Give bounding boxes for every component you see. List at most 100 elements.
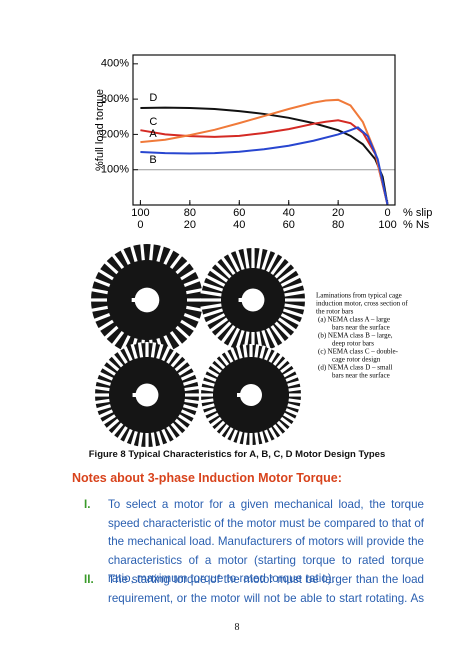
- x-tick-slip-label: 40: [283, 207, 295, 219]
- rotor-slot: [180, 268, 197, 281]
- rotor-slot: [277, 267, 297, 283]
- rotor-slot: [200, 393, 213, 397]
- rotor-slot: [200, 298, 221, 302]
- rotor-slot: [156, 431, 164, 447]
- series-label: D: [149, 92, 157, 104]
- note-item: I. To select a motor for a given mechani…: [84, 496, 424, 589]
- note-item: II. The starting torque of the motor mus…: [84, 571, 424, 608]
- rotor-slot: [289, 393, 302, 397]
- rotor-slot: [163, 248, 174, 265]
- note-marker: II.: [84, 573, 94, 586]
- y-tick-label: 100%: [101, 164, 129, 176]
- rotor-slot: [206, 412, 219, 422]
- rotor-slot: [288, 386, 302, 392]
- plot-frame: [132, 54, 396, 206]
- rotor-slot: [205, 313, 226, 326]
- rotor-slot: [259, 431, 266, 445]
- rotor-slot: [174, 418, 189, 431]
- rotor-slot: [272, 424, 284, 437]
- rotor-slot: [224, 427, 234, 440]
- laminations-item: bars near the surface: [332, 324, 390, 332]
- laminations-item: (d) NEMA class D – small: [318, 364, 393, 372]
- bore: [240, 384, 262, 406]
- rotor-slot: [285, 408, 299, 416]
- rotor-slot: [93, 312, 111, 323]
- rotor-slot: [287, 380, 301, 387]
- rotor-slot: [123, 428, 133, 444]
- rotor-slot: [203, 408, 217, 416]
- rotor-slot: [209, 317, 229, 333]
- rotor-slot: [201, 380, 215, 387]
- series-label: C: [149, 116, 157, 128]
- x-tick-label: 20: [184, 219, 196, 231]
- rotor-slot: [149, 243, 154, 261]
- rotor-slot: [235, 249, 245, 271]
- rotor-slot: [145, 433, 149, 448]
- rotor-slot: [183, 277, 201, 288]
- y-tick-label: 200%: [101, 128, 129, 140]
- rotor-slot: [123, 346, 133, 362]
- rotor-slot: [283, 368, 296, 378]
- rotor-slot: [175, 325, 191, 340]
- rotor-slot: [201, 403, 215, 410]
- rotor-slot: [166, 426, 177, 441]
- rotor-slot: [218, 424, 230, 437]
- rotor-slot: [218, 353, 230, 366]
- rotor-slot: [137, 432, 144, 448]
- rotor-slot: [200, 290, 222, 297]
- rotor-slot: [145, 342, 149, 357]
- rotor-slot: [200, 398, 214, 404]
- rotor-slot: [169, 330, 183, 347]
- rotor-slot: [94, 398, 110, 405]
- note-marker: I.: [84, 498, 91, 511]
- rotor-slot: [103, 260, 119, 275]
- x-tick-slip-label: 100: [131, 207, 149, 219]
- keyway: [131, 298, 137, 302]
- rotor-slot: [242, 344, 248, 358]
- rotor-slot: [183, 312, 201, 323]
- rotor-slot: [105, 418, 120, 431]
- rotor-slot: [140, 243, 145, 261]
- rotor-slot: [282, 282, 304, 292]
- keyway: [238, 298, 244, 302]
- rotor-slot: [166, 349, 177, 364]
- rotor-slot: [184, 385, 200, 392]
- rotor-slot: [178, 365, 193, 376]
- rotor-slot: [264, 429, 272, 443]
- x-tick-slip-label: 20: [332, 207, 344, 219]
- rotor-slot: [264, 347, 272, 361]
- rotor-slot: [175, 260, 191, 275]
- laminations-caption: induction motor, cross section of: [316, 300, 408, 308]
- rotor-slot: [214, 321, 232, 339]
- series-line: [140, 126, 389, 206]
- x-tick-slip-label: 0: [385, 207, 391, 219]
- rotor-slot: [205, 274, 226, 287]
- rotor-slot: [266, 252, 279, 273]
- rotor-slot: [285, 298, 306, 302]
- rotor-slot: [95, 378, 111, 386]
- rotor-slot: [111, 353, 124, 368]
- x-tick-label: 60: [283, 219, 295, 231]
- rotor-slot: [242, 432, 248, 446]
- rotor-slot: [187, 298, 204, 302]
- rotor-slot: [150, 342, 157, 358]
- note-text: The starting torque of the motor must be…: [108, 573, 424, 605]
- rotor-slot: [161, 346, 171, 362]
- rotor-slot: [266, 327, 279, 348]
- x-tick-label: 100: [378, 219, 396, 231]
- rotor-slot: [156, 244, 165, 262]
- rotor-slot: [259, 345, 266, 359]
- rotor-slot: [270, 256, 286, 276]
- bore: [135, 383, 159, 407]
- rotor-slot: [174, 359, 189, 372]
- rotor-slot: [130, 431, 138, 447]
- torque-chart: %full load torque % slip % Ns 100% 200% 30…: [94, 54, 432, 231]
- notes-heading: Notes about 3-phase Induction Motor Torq…: [72, 471, 342, 485]
- rotor-slot: [137, 342, 144, 358]
- rotor-slot: [169, 253, 183, 270]
- rotor-slot: [249, 433, 253, 446]
- rotor-slot: [184, 398, 200, 405]
- rotor-slot: [213, 420, 226, 433]
- rotor-slot: [287, 403, 301, 410]
